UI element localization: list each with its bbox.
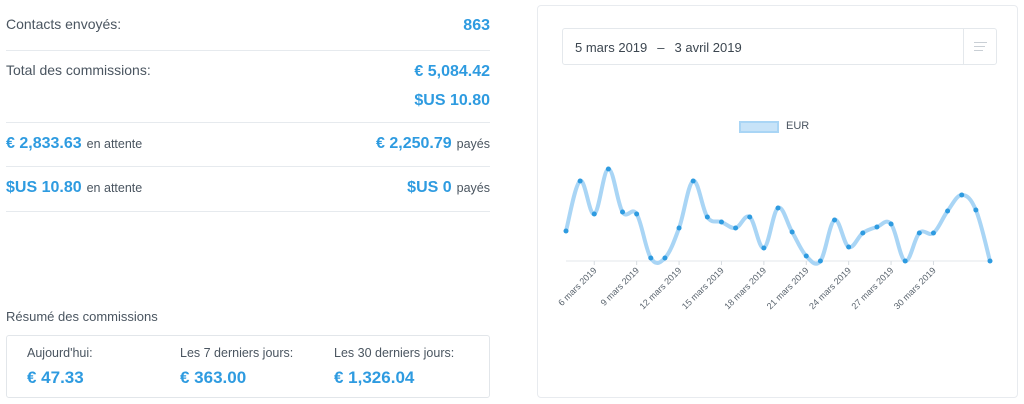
data-point[interactable] (662, 255, 668, 261)
eur-paid-amount: € 2,250.79 (376, 135, 452, 152)
summary-month-label: Les 30 derniers jours: (334, 346, 455, 360)
data-point[interactable] (832, 217, 838, 223)
data-point[interactable] (718, 219, 724, 225)
data-point[interactable] (733, 225, 739, 231)
data-point[interactable] (959, 192, 965, 198)
eur-paid-suffix: payés (456, 137, 490, 151)
contacts-row: Contacts envoyés: 863 (6, 15, 490, 39)
usd-breakdown-row: $US 10.80 en attente $US 0 payés (6, 177, 490, 201)
data-point[interactable] (930, 230, 936, 236)
contacts-value: 863 (463, 17, 490, 34)
data-point[interactable] (620, 209, 626, 215)
data-point[interactable] (648, 255, 654, 261)
divider (6, 122, 490, 123)
data-point[interactable] (676, 225, 682, 231)
divider (6, 211, 490, 212)
data-point[interactable] (563, 228, 569, 234)
usd-paid: $US 0 payés (407, 179, 490, 197)
x-tick-label: 21 mars 2019 (765, 265, 811, 311)
usd-pending: $US 10.80 en attente (6, 179, 142, 197)
legend-swatch (739, 121, 779, 133)
summary-today-label: Aujourd'hui: (27, 346, 93, 360)
data-point[interactable] (973, 207, 979, 213)
usd-paid-suffix: payés (456, 181, 490, 195)
data-point[interactable] (704, 214, 710, 220)
summary-title: Résumé des commissions (6, 309, 158, 324)
total-commissions-row: Total des commissions: € 5,084.42 $US 10… (6, 61, 490, 116)
range-menu-button[interactable] (963, 29, 996, 64)
x-tick-label: 24 mars 2019 (807, 265, 853, 311)
summary-month: Les 30 derniers jours: € 1,326.04 (334, 346, 454, 388)
eur-paid: € 2,250.79 payés (376, 135, 490, 153)
usd-pending-amount: $US 10.80 (6, 179, 82, 196)
data-point[interactable] (945, 208, 951, 214)
data-point[interactable] (902, 258, 908, 264)
total-usd-value: $US 10.80 (414, 92, 490, 109)
stats-panel: Contacts envoyés: 863 Total des commissi… (0, 0, 500, 404)
x-tick-label: 6 mars 2019 (556, 265, 598, 307)
data-point[interactable] (634, 211, 640, 217)
eur-pending: € 2,833.63 en attente (6, 135, 142, 153)
data-point[interactable] (761, 245, 767, 251)
x-tick-label: 9 mars 2019 (599, 265, 641, 307)
data-point[interactable] (846, 244, 852, 250)
x-tick-label: 27 mars 2019 (849, 265, 895, 311)
contacts-label: Contacts envoyés: (6, 16, 122, 32)
data-point[interactable] (803, 253, 809, 259)
data-point[interactable] (605, 166, 611, 172)
data-point[interactable] (775, 205, 781, 211)
summary-box: Aujourd'hui: € 47.33 Les 7 derniers jour… (6, 335, 490, 398)
date-range-separator: – (657, 40, 665, 55)
x-tick-label: 30 mars 2019 (892, 265, 938, 311)
data-point[interactable] (987, 258, 993, 264)
data-point[interactable] (817, 258, 823, 264)
legend-label: EUR (786, 120, 810, 132)
data-point[interactable] (747, 214, 753, 220)
x-tick-label: 15 mars 2019 (680, 265, 726, 311)
eur-pending-amount: € 2,833.63 (6, 135, 82, 152)
date-range-end: 3 avril 2019 (674, 40, 742, 55)
summary-week: Les 7 derniers jours: € 363.00 (180, 346, 293, 388)
summary-month-value: € 1,326.04 (334, 368, 415, 387)
data-point[interactable] (916, 230, 922, 236)
total-commissions-label: Total des commissions: (6, 62, 151, 78)
date-range-text: 5 mars 2019–3 avril 2019 (575, 40, 742, 55)
x-tick-label: 12 mars 2019 (637, 265, 683, 311)
x-tick-label: 18 mars 2019 (722, 265, 768, 311)
usd-pending-suffix: en attente (86, 181, 143, 195)
series-line-eur (564, 166, 992, 266)
summary-today-value: € 47.33 (27, 368, 84, 387)
date-range-picker[interactable]: 5 mars 2019–3 avril 2019 (562, 28, 997, 65)
data-point[interactable] (591, 211, 597, 217)
divider (6, 166, 490, 167)
data-point[interactable] (888, 221, 894, 227)
summary-week-value: € 363.00 (180, 368, 247, 387)
data-point[interactable] (860, 230, 866, 236)
divider (6, 50, 490, 51)
chart-card: 5 mars 2019–3 avril 2019 EUR 6 mars 2019… (537, 5, 1018, 398)
data-point[interactable] (577, 178, 583, 184)
summary-week-label: Les 7 derniers jours: (180, 346, 294, 360)
usd-paid-amount: $US 0 (407, 179, 452, 196)
data-point[interactable] (690, 178, 696, 184)
data-point[interactable] (789, 229, 795, 235)
total-eur-value: € 5,084.42 (414, 63, 490, 80)
eur-breakdown-row: € 2,833.63 en attente € 2,250.79 payés (6, 133, 490, 157)
eur-pending-suffix: en attente (86, 137, 143, 151)
date-range-start: 5 mars 2019 (575, 40, 648, 55)
data-point[interactable] (874, 224, 880, 230)
summary-today: Aujourd'hui: € 47.33 (27, 346, 93, 388)
